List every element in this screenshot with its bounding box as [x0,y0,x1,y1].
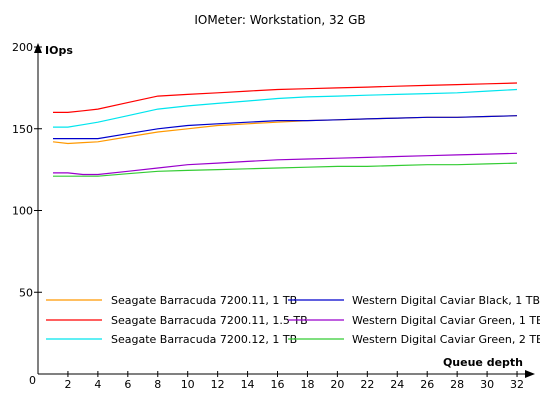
x-tick-label: 28 [450,378,464,391]
legend-label: Western Digital Caviar Black, 1 TB [352,294,540,307]
x-tick-label: 2 [64,378,71,391]
x-tick-label: 22 [360,378,374,391]
x-tick-label: 10 [181,378,195,391]
series-lines [52,82,518,177]
series-line [53,115,518,140]
x-tick-label: 6 [124,378,131,391]
legend-label: Seagate Barracuda 7200.12, 1 TB [111,333,297,346]
x-tick-label: 4 [94,378,101,391]
legend-label: Seagate Barracuda 7200.11, 1 TB [111,294,297,307]
x-tick-label: 30 [480,378,494,391]
x-axis [38,370,535,378]
x-axis-label: Queue depth [443,356,523,369]
legend-label: Western Digital Caviar Green, 2 TB [352,333,540,346]
x-tick-label: 8 [154,378,161,391]
x-tick-label: 12 [211,378,225,391]
y-axis-label: IOps [45,44,73,57]
y-tick-label: 50 [19,286,33,299]
x-axis-arrow [525,370,535,378]
legend-label: Seagate Barracuda 7200.11, 1.5 TB [111,314,308,327]
x-ticks: 2 4 6 8 10 12 14 16 18 20 22 24 26 28 30 32 [64,371,524,391]
series-line [53,162,518,177]
x-tick-label: 24 [390,378,404,391]
series-line [53,88,518,128]
series-line [52,115,518,145]
series-line [53,152,518,176]
x-tick-label: 32 [510,378,524,391]
series-line [53,82,518,114]
x-tick-label: 18 [300,378,314,391]
origin-label: 0 [29,374,36,387]
y-axis-arrow [34,43,42,53]
x-tick-label: 26 [420,378,434,391]
x-tick-label: 20 [330,378,344,391]
y-axis [34,43,42,374]
legend: Seagate Barracuda 7200.11, 1 TB Seagate B… [46,294,540,346]
x-tick-label: 16 [271,378,285,391]
x-tick-label: 14 [241,378,255,391]
chart-title: IOMeter: Workstation, 32 GB [194,13,365,27]
y-tick-label: 100 [12,205,33,218]
legend-label: Western Digital Caviar Green, 1 TB [352,314,540,327]
y-tick-label: 200 [12,41,33,54]
y-tick-label: 150 [12,123,33,136]
y-ticks: 50 100 150 200 [12,41,42,299]
